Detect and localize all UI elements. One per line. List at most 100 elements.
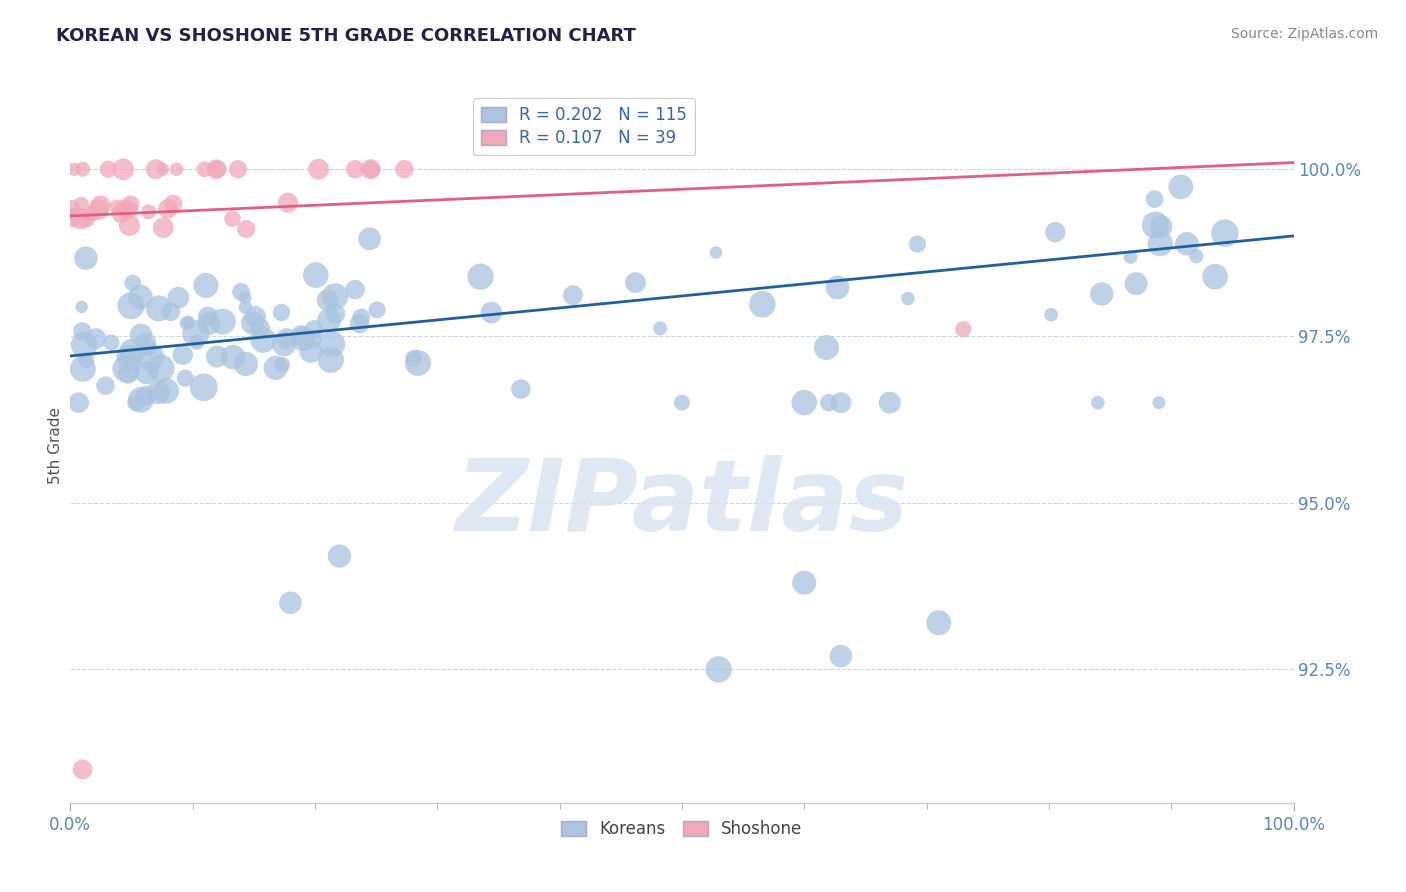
Point: [129, 290, 152, 304]
Point: [952, 322, 974, 336]
Point: [1091, 287, 1114, 301]
Point: [360, 162, 382, 177]
Point: [1147, 395, 1170, 409]
Point: [350, 310, 373, 325]
Point: [167, 291, 190, 305]
Point: [176, 316, 198, 330]
Point: [186, 335, 208, 350]
Point: [110, 206, 132, 220]
Point: [139, 351, 162, 365]
Point: [1087, 395, 1109, 409]
Point: [100, 335, 122, 350]
Point: [302, 323, 325, 337]
Point: [117, 366, 139, 380]
Point: [75, 251, 97, 265]
Point: [905, 237, 928, 252]
Text: Source: ZipAtlas.com: Source: ZipAtlas.com: [1230, 27, 1378, 41]
Point: [290, 328, 312, 343]
Point: [60, 211, 83, 225]
Point: [135, 366, 157, 380]
Point: [60, 202, 83, 216]
Point: [671, 395, 693, 409]
Point: [115, 361, 138, 376]
Point: [360, 162, 382, 177]
Point: [67, 395, 90, 409]
Point: [270, 305, 292, 319]
Point: [221, 211, 243, 226]
Point: [817, 395, 839, 409]
Point: [1040, 308, 1063, 322]
Point: [229, 285, 252, 299]
Point: [76, 212, 98, 227]
Point: [349, 317, 371, 331]
Point: [70, 324, 93, 338]
Point: [1143, 192, 1166, 206]
Point: [305, 268, 328, 282]
Point: [276, 332, 298, 346]
Point: [321, 337, 343, 351]
Point: [827, 280, 849, 294]
Point: [271, 358, 294, 372]
Point: [650, 321, 672, 335]
Point: [155, 384, 177, 398]
Point: [135, 335, 157, 350]
Point: [72, 361, 94, 376]
Point: [470, 269, 492, 284]
Point: [205, 162, 228, 177]
Point: [1170, 179, 1192, 194]
Point: [125, 395, 148, 409]
Point: [145, 162, 167, 177]
Point: [121, 276, 143, 290]
Point: [118, 202, 141, 217]
Legend: Koreans, Shoshone: Koreans, Shoshone: [555, 814, 808, 845]
Point: [328, 549, 350, 563]
Point: [87, 202, 110, 217]
Point: [193, 380, 215, 394]
Point: [148, 301, 170, 316]
Point: [562, 288, 585, 302]
Point: [90, 198, 112, 212]
Point: [394, 162, 416, 177]
Point: [114, 202, 136, 216]
Point: [160, 304, 183, 318]
Point: [897, 292, 920, 306]
Point: [793, 575, 815, 590]
Text: ZIPatlas: ZIPatlas: [456, 455, 908, 551]
Point: [1213, 226, 1236, 240]
Point: [166, 162, 188, 177]
Point: [793, 395, 815, 409]
Point: [1144, 218, 1167, 232]
Point: [1125, 277, 1147, 291]
Point: [172, 348, 194, 362]
Point: [222, 350, 245, 364]
Point: [120, 197, 142, 211]
Point: [120, 299, 142, 313]
Point: [299, 344, 322, 359]
Point: [280, 596, 302, 610]
Point: [118, 219, 141, 233]
Point: [1149, 236, 1171, 251]
Point: [928, 615, 950, 630]
Point: [197, 310, 219, 324]
Point: [481, 305, 503, 319]
Point: [1175, 236, 1198, 251]
Point: [235, 301, 257, 315]
Point: [249, 321, 271, 335]
Point: [406, 356, 429, 370]
Point: [509, 382, 531, 396]
Point: [198, 317, 221, 331]
Point: [149, 361, 172, 376]
Point: [162, 196, 184, 211]
Point: [212, 314, 235, 328]
Point: [1204, 269, 1226, 284]
Point: [707, 662, 730, 676]
Point: [70, 197, 93, 211]
Point: [273, 337, 295, 351]
Point: [70, 300, 93, 314]
Point: [624, 276, 647, 290]
Point: [73, 338, 96, 352]
Y-axis label: 5th Grade: 5th Grade: [48, 408, 63, 484]
Point: [242, 316, 264, 330]
Point: [138, 342, 160, 356]
Point: [751, 297, 773, 311]
